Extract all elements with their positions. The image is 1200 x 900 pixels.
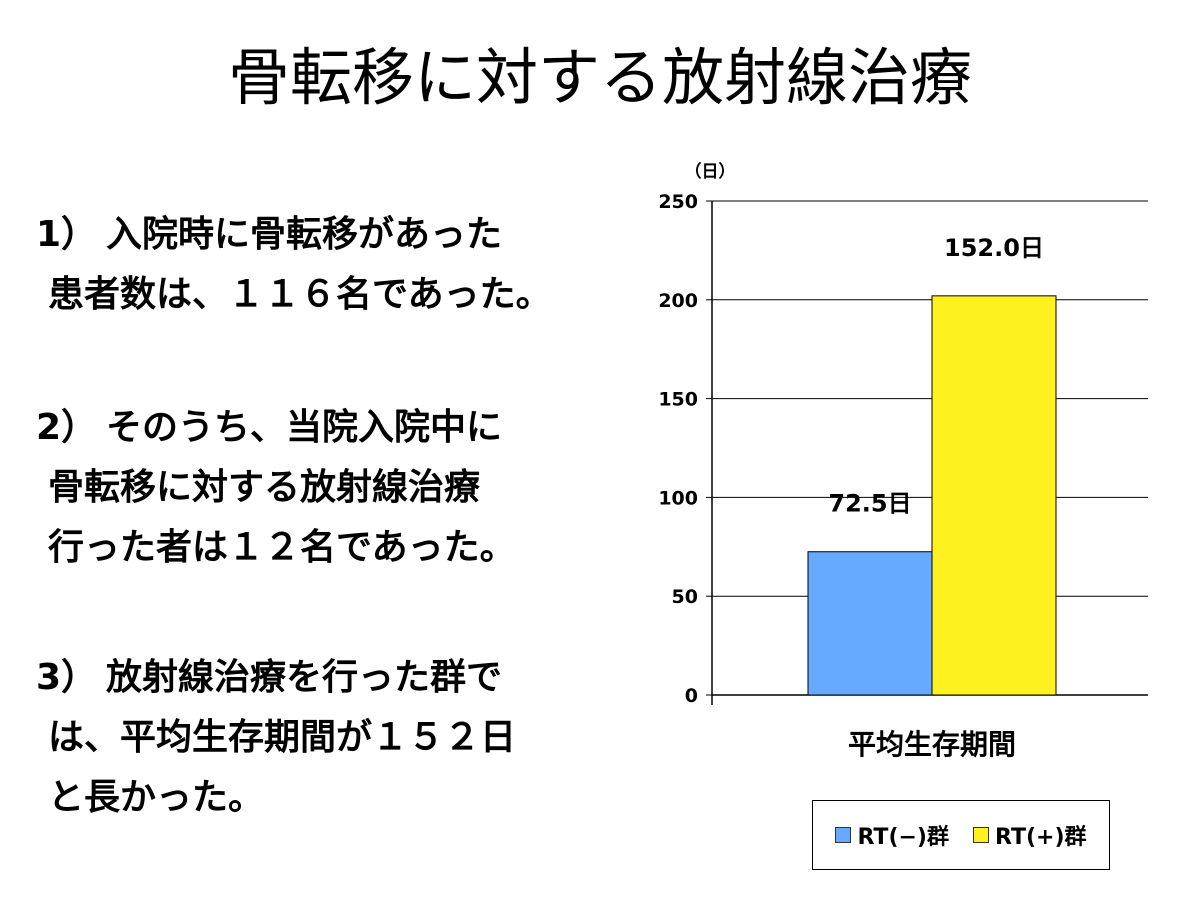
- bullet-text: 行った者は１２名であった。: [48, 527, 516, 568]
- legend-label-rt-minus: RT(−)群: [857, 825, 949, 850]
- bullet-number: 2）: [36, 407, 98, 448]
- x-category-label: 平均生存期間: [848, 728, 1016, 761]
- bullet-text: そのうち、当院入院中に: [106, 407, 503, 448]
- bullet-text: 放射線治療を行った群で: [106, 657, 503, 698]
- bullet-number: 1）: [36, 214, 98, 255]
- survival-bar-chart: 0 50 100 150 200 250 （日） 72.5日 152.0日平均生存期間 RT(−…: [620, 150, 1180, 890]
- y-tick-label: 250: [658, 191, 698, 213]
- y-tick-label: 0: [685, 685, 698, 707]
- bullet-point-1: 1） 入院時に骨転移があった 患者数は、１１６名であった。: [36, 205, 606, 325]
- legend-swatch-rt-plus: [973, 827, 989, 843]
- legend-item-rt-minus: RT(−)群: [835, 819, 949, 851]
- y-tick-label: 200: [658, 290, 698, 312]
- legend-swatch-rt-minus: [835, 827, 852, 843]
- data-label-rt-minus: 72.5日: [828, 490, 911, 518]
- bullet-point-3: 3） 放射線治療を行った群で は、平均生存期間が１５２日 と長かった。: [36, 648, 606, 828]
- bullet-text: 骨転移に対する放射線治療: [48, 467, 481, 508]
- bar-rt-minus: [807, 551, 933, 696]
- bullet-text: と長かった。: [48, 777, 265, 818]
- legend-item-rt-plus: RT(+)群: [973, 819, 1087, 851]
- bullet-number: 3）: [36, 657, 98, 698]
- legend-label-rt-plus: RT(+)群: [995, 825, 1087, 850]
- y-unit-label: （日）: [685, 161, 736, 182]
- bullet-text: 入院時に骨転移があった: [106, 214, 503, 255]
- y-tick-label: 150: [658, 389, 698, 411]
- slide-title: 骨転移に対する放射線治療: [227, 41, 972, 114]
- bullet-text: 患者数は、１１６名であった。: [48, 274, 552, 315]
- bullet-text: は、平均生存期間が１５２日: [48, 717, 517, 758]
- bar-rt-plus: [931, 295, 1057, 696]
- chart-legend: RT(−)群 RT(+)群: [812, 800, 1110, 870]
- y-tick-label: 100: [658, 487, 698, 509]
- data-label-rt-plus: 152.0日: [944, 234, 1044, 262]
- y-tick-label: 50: [672, 586, 698, 608]
- bullet-point-2: 2） そのうち、当院入院中に 骨転移に対する放射線治療 行った者は１２名であった。: [36, 398, 606, 578]
